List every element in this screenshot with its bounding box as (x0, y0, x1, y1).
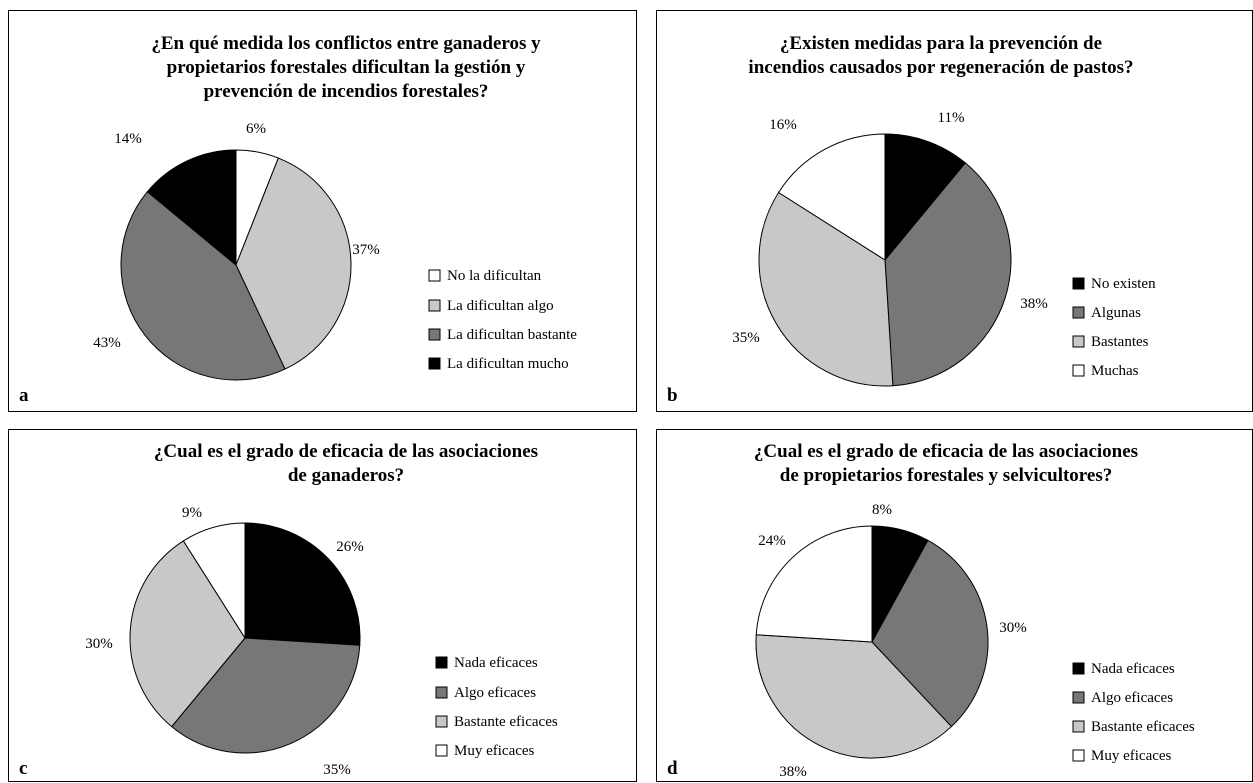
pie-slice-3 (758, 191, 894, 387)
legend-label: Algo eficaces (454, 685, 536, 701)
panel-letter: a (19, 385, 29, 406)
legend-swatch (428, 357, 441, 370)
chart-title-line: de ganaderos? (288, 465, 404, 486)
legend-swatch (435, 686, 448, 699)
slice-label: 37% (352, 242, 380, 258)
legend-label: No existen (1091, 276, 1156, 292)
chart-title-line: ¿Existen medidas para la prevención de (780, 33, 1102, 54)
legend-label: Algo eficaces (1091, 690, 1173, 706)
chart-title-line: de propietarios forestales y selvicultor… (780, 465, 1112, 486)
legend-label: La dificultan bastante (447, 327, 577, 343)
pie-slice-4 (755, 525, 873, 643)
slice-label: 30% (85, 636, 113, 652)
pie-slice-1 (884, 133, 967, 262)
pie-slice-4 (777, 133, 886, 261)
legend-swatch (428, 328, 441, 341)
pie-slice-3 (755, 634, 953, 759)
pie-slice-1 (244, 522, 361, 646)
legend-swatch (435, 656, 448, 669)
panel-letter: c (19, 758, 27, 779)
pie-slice-3 (120, 190, 286, 381)
legend-swatch (1072, 720, 1085, 733)
legend-swatch (428, 299, 441, 312)
pie-chart-a: ¿En qué medida los conflictos entre gana… (19, 33, 577, 406)
pie-slice-2 (871, 539, 989, 728)
pie-slice-2 (170, 637, 361, 754)
pie-slice-4 (182, 522, 246, 640)
chart-title-line: ¿En qué medida los conflictos entre gana… (151, 33, 541, 54)
slice-label: 43% (93, 335, 121, 351)
slice-label: 38% (779, 764, 807, 780)
legend-label: No la dificultan (447, 268, 542, 284)
chart-panel-d: ¿Cual es el grado de eficacia de las aso… (656, 429, 1253, 782)
legend-label: La dificultan mucho (447, 356, 569, 372)
slice-label: 24% (758, 533, 786, 549)
legend-swatch (1072, 662, 1085, 675)
slice-label: 9% (182, 505, 202, 521)
slice-label: 30% (999, 620, 1027, 636)
chart-panel-b: ¿Existen medidas para la prevención de i… (656, 10, 1253, 412)
chart-panel-a: ¿En qué medida los conflictos entre gana… (8, 10, 637, 412)
chart-title-line: ¿Cual es el grado de eficacia de las aso… (754, 441, 1138, 462)
panel-letter: b (667, 385, 678, 406)
legend-label: La dificultan algo (447, 298, 554, 314)
chart-title-line: incendios causados por regeneración de p… (748, 57, 1133, 78)
slice-label: 16% (769, 117, 797, 133)
legend-swatch (1072, 306, 1085, 319)
slice-label: 14% (114, 131, 142, 147)
pie-slice-3 (129, 540, 246, 728)
pie-chart-b: ¿Existen medidas para la prevención de i… (667, 33, 1156, 406)
pie-slice-2 (235, 157, 352, 370)
chart-title-line: ¿Cual es el grado de eficacia de las aso… (154, 441, 538, 462)
chart-panel-c: ¿Cual es el grado de eficacia de las aso… (8, 429, 637, 782)
slice-label: 8% (872, 502, 892, 518)
legend-swatch (435, 715, 448, 728)
legend-swatch (428, 269, 441, 282)
legend-swatch (435, 744, 448, 757)
slice-label: 11% (938, 110, 965, 126)
legend-label: Bastante eficaces (1091, 719, 1195, 735)
legend-label: Nada eficaces (454, 655, 538, 671)
pie-chart-d: ¿Cual es el grado de eficacia de las aso… (667, 441, 1195, 780)
legend-label: Muy eficaces (1091, 748, 1172, 764)
legend-swatch (1072, 335, 1085, 348)
pie-chart-c: ¿Cual es el grado de eficacia de las aso… (19, 441, 558, 779)
legend-label: Muchas (1091, 363, 1139, 379)
legend-swatch (1072, 691, 1085, 704)
slice-label: 6% (246, 121, 266, 137)
legend-label: Nada eficaces (1091, 661, 1175, 677)
legend-label: Muy eficaces (454, 743, 535, 759)
panel-letter: d (667, 758, 678, 779)
slice-label: 38% (1020, 296, 1048, 312)
legend-label: Bastantes (1091, 334, 1149, 350)
chart-title-line: prevención de incendios forestales? (204, 81, 489, 102)
slice-label: 26% (336, 539, 364, 555)
legend-label: Algunas (1091, 305, 1141, 321)
pie-slice-2 (884, 162, 1012, 387)
legend-label: Bastante eficaces (454, 714, 558, 730)
slice-label: 35% (732, 330, 760, 346)
legend-swatch (1072, 749, 1085, 762)
pie-slice-4 (146, 149, 237, 267)
chart-title-line: propietarios forestales dificultan la ge… (167, 57, 526, 78)
slice-label: 35% (323, 762, 351, 778)
legend-swatch (1072, 364, 1085, 377)
legend-swatch (1072, 277, 1085, 290)
